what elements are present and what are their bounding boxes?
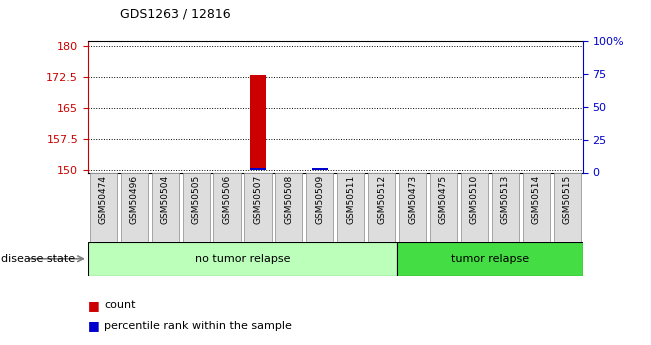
Text: GSM50512: GSM50512 [377, 175, 386, 224]
Bar [90, 172, 117, 242]
Text: GSM50505: GSM50505 [191, 175, 201, 224]
Bar [430, 172, 457, 242]
Bar [250, 75, 266, 170]
Text: GSM50507: GSM50507 [253, 175, 262, 224]
Text: no tumor relapse: no tumor relapse [195, 254, 290, 264]
Bar [152, 172, 179, 242]
Text: ■: ■ [88, 319, 100, 333]
Bar [88, 241, 397, 276]
Bar [306, 172, 333, 242]
Text: tumor relapse: tumor relapse [450, 254, 529, 264]
Text: count: count [104, 300, 135, 310]
Bar [368, 172, 395, 242]
Text: GSM50508: GSM50508 [284, 175, 294, 224]
Bar [244, 172, 271, 242]
Text: GSM50473: GSM50473 [408, 175, 417, 224]
Text: GSM50514: GSM50514 [532, 175, 541, 224]
Text: GSM50511: GSM50511 [346, 175, 355, 224]
Bar [553, 172, 581, 242]
Bar [275, 172, 303, 242]
Bar [182, 172, 210, 242]
Text: GSM50515: GSM50515 [562, 175, 572, 224]
Text: disease state: disease state [1, 254, 76, 264]
Text: GSM50509: GSM50509 [315, 175, 324, 224]
Bar [397, 241, 583, 276]
Bar [461, 172, 488, 242]
Bar [492, 172, 519, 242]
Bar [250, 168, 266, 170]
Text: GSM50496: GSM50496 [130, 175, 139, 224]
Text: GSM50504: GSM50504 [161, 175, 170, 224]
Text: GSM50506: GSM50506 [223, 175, 232, 224]
Text: GSM50475: GSM50475 [439, 175, 448, 224]
Text: ■: ■ [88, 299, 100, 312]
Text: GDS1263 / 12816: GDS1263 / 12816 [120, 8, 231, 21]
Text: GSM50510: GSM50510 [470, 175, 479, 224]
Bar [120, 172, 148, 242]
Text: GSM50513: GSM50513 [501, 175, 510, 224]
Bar [312, 168, 327, 170]
Bar [337, 172, 365, 242]
Text: percentile rank within the sample: percentile rank within the sample [104, 321, 292, 331]
Bar [399, 172, 426, 242]
Bar [523, 172, 550, 242]
Text: GSM50474: GSM50474 [99, 175, 108, 224]
Bar [214, 172, 241, 242]
